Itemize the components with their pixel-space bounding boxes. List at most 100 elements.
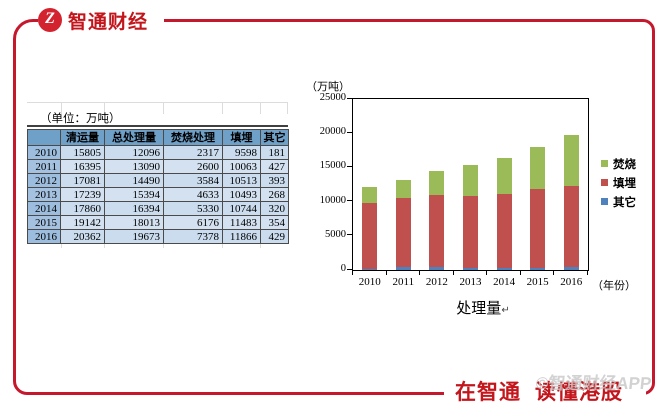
legend-swatch-icon [601, 160, 608, 167]
bar-segment-其它 [395, 267, 411, 270]
table-header-cell: 其它 [260, 129, 289, 146]
bar-segment-焚烧 [530, 146, 546, 190]
brand-name: 智通财经 [68, 11, 149, 33]
bar-segment-焚烧 [563, 135, 579, 186]
x-axis-tick-mark [553, 271, 555, 275]
chart-legend: 焚烧填埋其它 [601, 154, 636, 211]
bar-segment-填埋 [463, 196, 478, 269]
bar-segment-其它 [429, 267, 445, 270]
bar-segment-其它 [563, 267, 579, 270]
legend-item: 焚烧 [601, 154, 636, 173]
x-axis-label: 2015 [526, 276, 549, 288]
y-axis-tick-label: 5000 [325, 228, 346, 240]
table-cell: 19142 [60, 215, 105, 230]
table-cell: 11483 [222, 215, 261, 230]
excel-gridline [163, 102, 164, 114]
x-axis-tick-mark [419, 271, 421, 275]
legend-label: 填埋 [613, 177, 636, 190]
table-cell: 10063 [222, 159, 261, 174]
x-axis-tick-mark [352, 271, 353, 275]
data-table: 清运量 总处理量 焚烧处理 填埋 其它 2010 15805 12096 2317 9598 18… [27, 129, 289, 244]
x-axis-label: 2012 [425, 276, 448, 288]
brand-logo: Z 智通财经 [38, 2, 164, 38]
table-row: 2010 15805 12096 2317 9598 181 [27, 145, 289, 160]
table-cell: 15394 [104, 187, 164, 202]
bar-segment-其它 [496, 267, 512, 270]
y-axis-tick-label: 10000 [319, 194, 346, 206]
table-cell: 181 [260, 145, 289, 160]
excel-gridline [287, 102, 288, 114]
table-cell: 14490 [104, 173, 164, 188]
table-cell: 5330 [163, 201, 223, 216]
table-row: 2014 17860 16394 5330 10744 320 [27, 201, 289, 216]
excel-gridline [61, 102, 62, 114]
legend-item: 填埋 [601, 173, 636, 192]
bar-segment-其它 [530, 267, 546, 270]
excel-gridline [222, 102, 223, 114]
table-year-cell: 2014 [27, 201, 61, 216]
x-axis-tick-mark [452, 271, 454, 275]
y-axis-tick-label: 0 [340, 263, 346, 274]
x-axis-tick-mark [519, 271, 521, 275]
table-cell: 19673 [104, 229, 164, 244]
y-axis-tick-mark [347, 97, 352, 99]
table-cell: 15805 [60, 145, 105, 160]
x-axis-tick-mark [587, 271, 588, 275]
bar-segment-填埋 [429, 195, 445, 268]
table-cell: 320 [260, 201, 289, 216]
y-axis-tick-mark [347, 268, 352, 270]
legend-label: 焚烧 [613, 158, 636, 171]
table-cell: 3584 [163, 173, 223, 188]
zhitong-logo-icon: Z [38, 8, 62, 32]
table-header-row: 清运量 总处理量 焚烧处理 填埋 其它 [27, 129, 289, 146]
table-row: 2013 17239 15394 4633 10493 268 [27, 187, 289, 202]
x-axis-label: 2014 [493, 276, 516, 288]
y-axis-tick-label: 20000 [319, 126, 346, 138]
chart-title-text: 处理量 [456, 301, 502, 317]
table-year-cell: 2016 [27, 229, 61, 244]
legend-item: 其它 [601, 192, 636, 211]
y-axis-tick-mark [347, 234, 352, 236]
x-axis-label: 2010 [358, 276, 381, 288]
excel-gridline [260, 102, 261, 114]
paragraph-mark: ↵ [501, 305, 510, 316]
table-cell: 4633 [163, 187, 223, 202]
table-cell: 17860 [60, 201, 105, 216]
table-header-cell: 总处理量 [104, 129, 164, 146]
table-year-cell: 2012 [27, 173, 61, 188]
table-year-cell: 2015 [27, 215, 61, 230]
table-cell: 268 [260, 187, 289, 202]
table-cell: 2600 [163, 159, 223, 174]
table-row: 2016 20362 19673 7378 11866 429 [27, 229, 289, 244]
table-year-cell: 2013 [27, 187, 61, 202]
table-unit-caption: （单位：万吨） [27, 111, 288, 127]
table-cell: 429 [260, 229, 289, 244]
y-axis-tick-label: 25000 [319, 92, 346, 103]
x-axis-label: 2011 [392, 276, 415, 288]
x-axis-tick-mark [385, 271, 387, 275]
table-cell: 10744 [222, 201, 261, 216]
table-cell: 16395 [60, 159, 105, 174]
table-cell: 354 [260, 215, 289, 230]
table-cell: 20362 [60, 229, 105, 244]
footer-mask [444, 372, 646, 406]
slogan-part1: 在智通 [455, 381, 521, 404]
table-cell: 6176 [163, 215, 223, 230]
y-axis-unit-label: （万吨） [306, 81, 350, 93]
bar-segment-填埋 [362, 203, 378, 269]
bar-segment-其它 [362, 268, 378, 270]
table-cell: 16394 [104, 201, 164, 216]
table-cell: 9598 [222, 145, 261, 160]
table-cell: 2317 [163, 145, 223, 160]
table-cell: 13090 [104, 159, 164, 174]
table-cell: 393 [260, 173, 289, 188]
bar-segment-焚烧 [496, 157, 512, 195]
table-header-cell: 填埋 [222, 129, 261, 146]
table-header-cell: 焚烧处理 [163, 129, 223, 146]
excel-gridline [27, 102, 288, 103]
bar-segment-焚烧 [429, 170, 445, 196]
bar-segment-填埋 [530, 189, 546, 268]
legend-swatch-icon [601, 179, 608, 186]
y-axis-tick-mark [347, 200, 352, 202]
bar-segment-其它 [463, 268, 478, 270]
